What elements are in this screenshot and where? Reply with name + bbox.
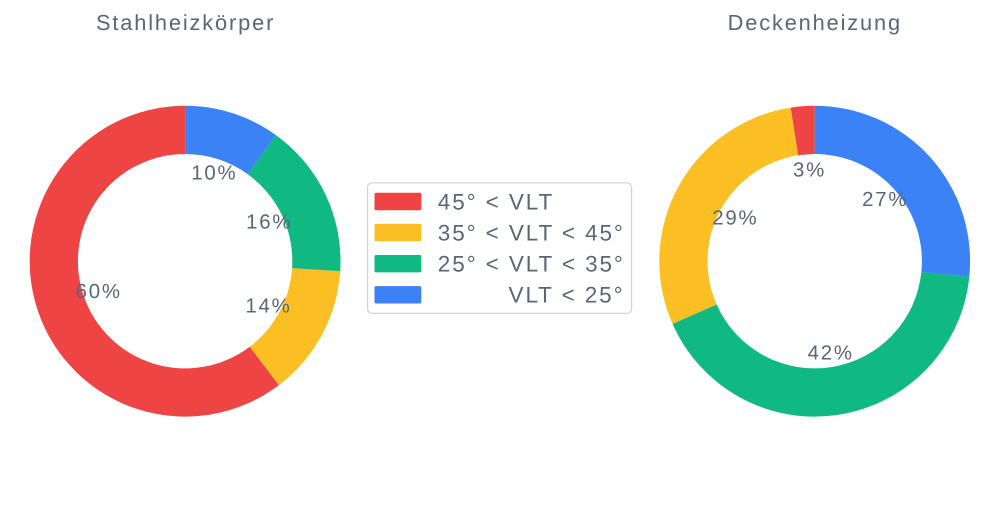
svg-text:45° < VLT: 45° < VLT: [438, 189, 554, 214]
svg-text:Stahlheizkörper: Stahlheizkörper: [96, 10, 275, 35]
svg-text:3%: 3%: [793, 159, 826, 181]
svg-text:29%: 29%: [712, 207, 758, 229]
svg-text:16%: 16%: [246, 211, 292, 233]
svg-text:10%: 10%: [191, 163, 237, 185]
svg-text:VLT < 25°: VLT < 25°: [509, 283, 625, 308]
svg-text:42%: 42%: [808, 342, 854, 364]
svg-text:35° < VLT < 45°: 35° < VLT < 45°: [438, 220, 625, 245]
svg-text:27%: 27%: [862, 189, 908, 211]
svg-text:14%: 14%: [245, 295, 291, 317]
svg-text:Deckenheizung: Deckenheizung: [728, 10, 902, 35]
svg-text:60%: 60%: [76, 281, 122, 303]
svg-text:25° < VLT < 35°: 25° < VLT < 35°: [438, 252, 625, 277]
